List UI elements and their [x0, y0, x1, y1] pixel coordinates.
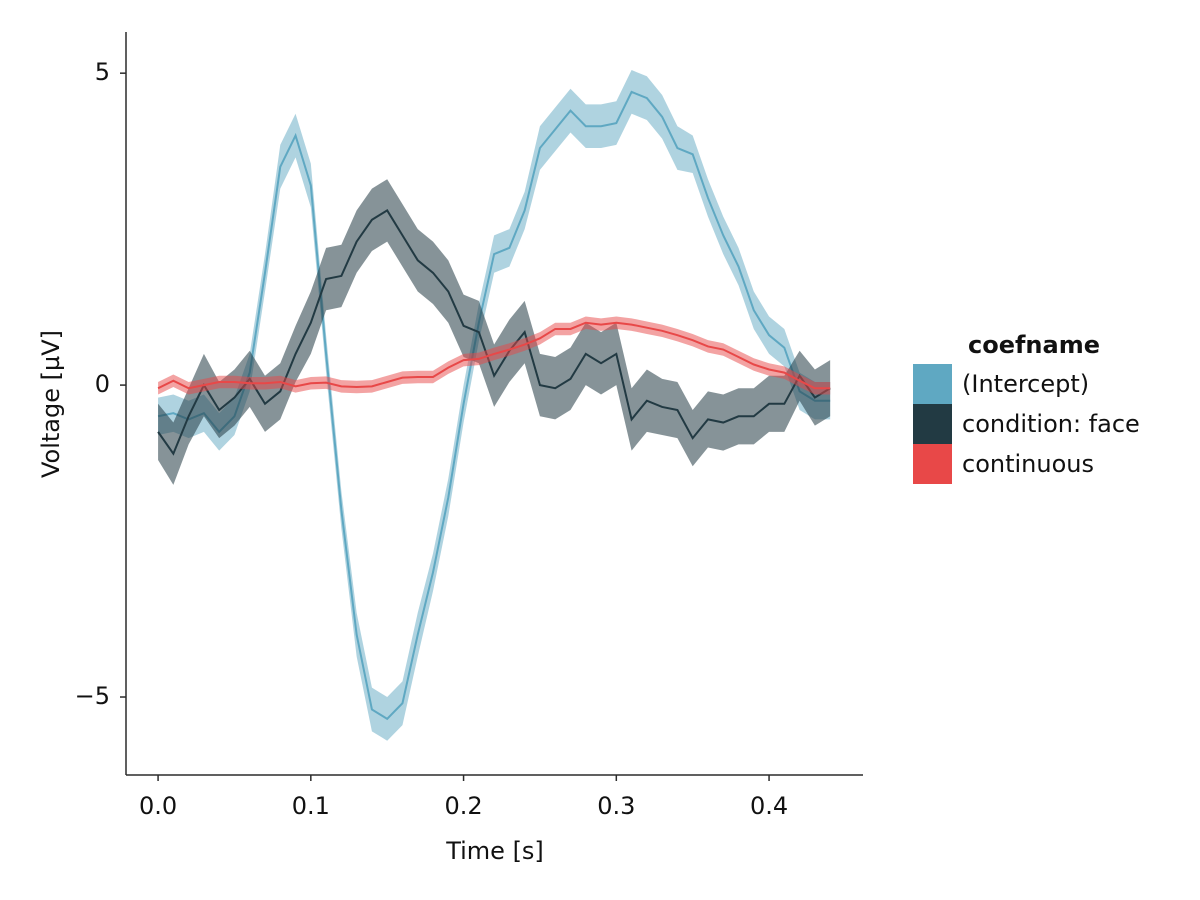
y-tick-label: 0 — [95, 370, 110, 398]
y-tick-label: −5 — [75, 682, 110, 710]
x-tick-label: 0.3 — [597, 792, 635, 820]
legend-label: (Intercept) — [962, 370, 1089, 398]
series-line — [157, 209, 831, 456]
legend-label: continuous — [962, 450, 1094, 478]
legend-label: condition: face — [962, 410, 1140, 438]
legend-swatch — [913, 444, 952, 484]
legend-swatch — [913, 404, 952, 444]
x-tick-label: 0.1 — [292, 792, 330, 820]
legend-title: coefname — [968, 331, 1100, 359]
legend-swatch — [913, 364, 952, 404]
confidence-band — [158, 179, 831, 485]
x-axis-label: Time [s] — [445, 837, 544, 865]
series-line — [157, 321, 831, 390]
x-tick-label: 0.4 — [750, 792, 788, 820]
x-tick-label: 0.2 — [444, 792, 482, 820]
y-axis-label: Voltage [µV] — [37, 330, 65, 478]
x-tick-label: 0.0 — [139, 792, 177, 820]
confidence-band — [158, 316, 831, 395]
series-line — [157, 90, 831, 721]
y-tick-label: 5 — [95, 58, 110, 86]
